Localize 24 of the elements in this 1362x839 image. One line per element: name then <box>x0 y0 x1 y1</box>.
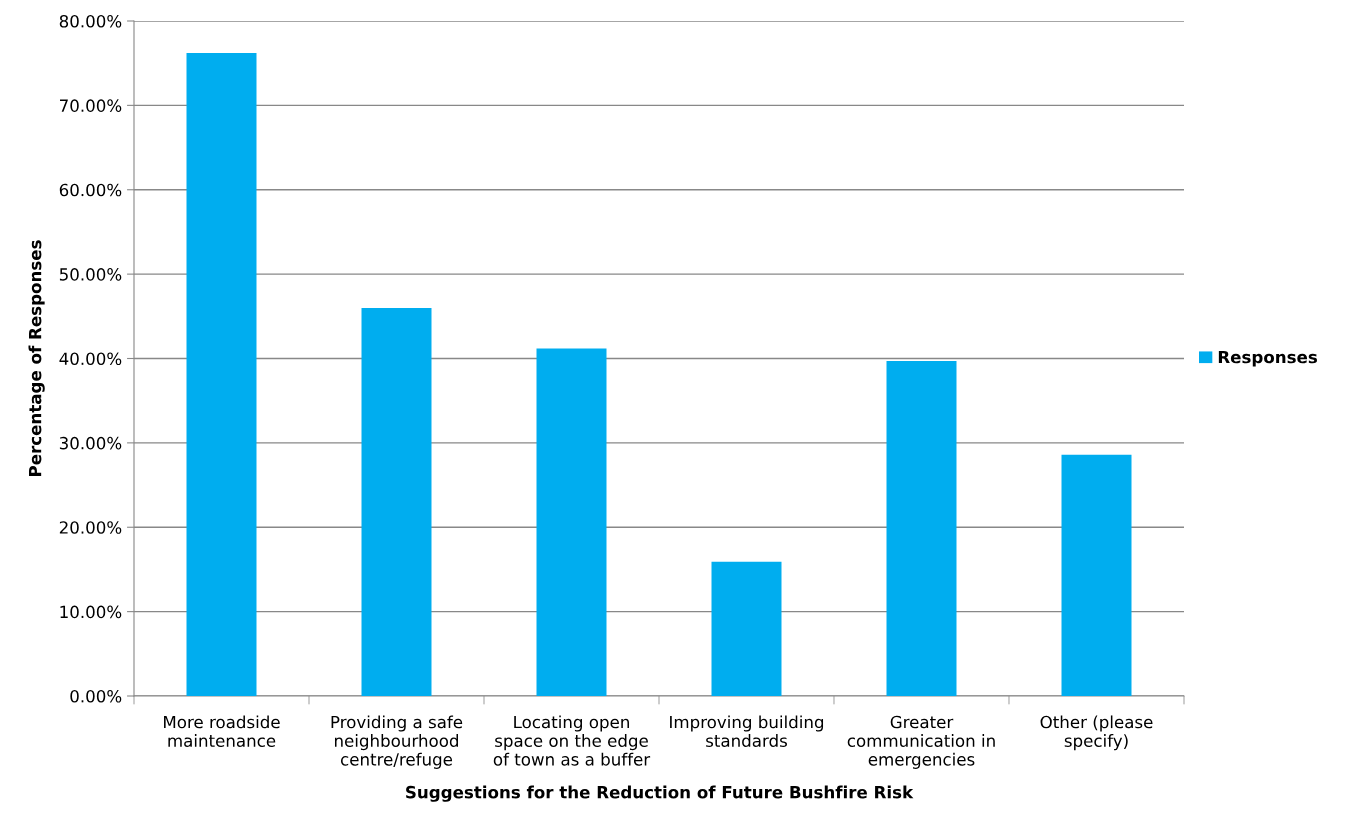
bar <box>536 348 607 696</box>
x-tick-label: Other (please specify) <box>1040 715 1153 751</box>
y-tick-label: 50.00% <box>59 268 122 281</box>
y-tick-label: 40.00% <box>59 352 122 366</box>
bar <box>886 361 957 696</box>
y-tick-label: 10.00% <box>60 605 122 619</box>
x-tick-label: Improving building standards <box>670 715 824 748</box>
y-tick-label: 60.00% <box>59 183 122 197</box>
y-tick-label: 20.00% <box>59 521 122 534</box>
y-tick-label: 0.00% <box>70 689 122 703</box>
legend-label: Responses <box>1218 350 1317 367</box>
y-tick-label: 70.00% <box>60 99 122 112</box>
x-axis-title: Suggestions for the Reduction of Future Bushfire Risk <box>406 785 914 802</box>
x-tick-label: Locating open space on the edge of town as a buffer <box>493 715 651 766</box>
bar <box>361 307 432 696</box>
x-tick-label: More roadside maintenance <box>164 715 280 748</box>
bar <box>711 561 782 696</box>
y-axis-title: Percentage of Responses <box>28 240 45 476</box>
bar <box>1061 454 1132 696</box>
bar <box>186 53 257 696</box>
y-tick-label: 80.00% <box>59 14 122 28</box>
x-tick-label: Greater communication in emergencies <box>847 715 995 769</box>
x-tick-label: Providing a safe neighbourhood centre/refuge <box>331 715 463 769</box>
y-tick-label: 30.00% <box>59 436 122 450</box>
